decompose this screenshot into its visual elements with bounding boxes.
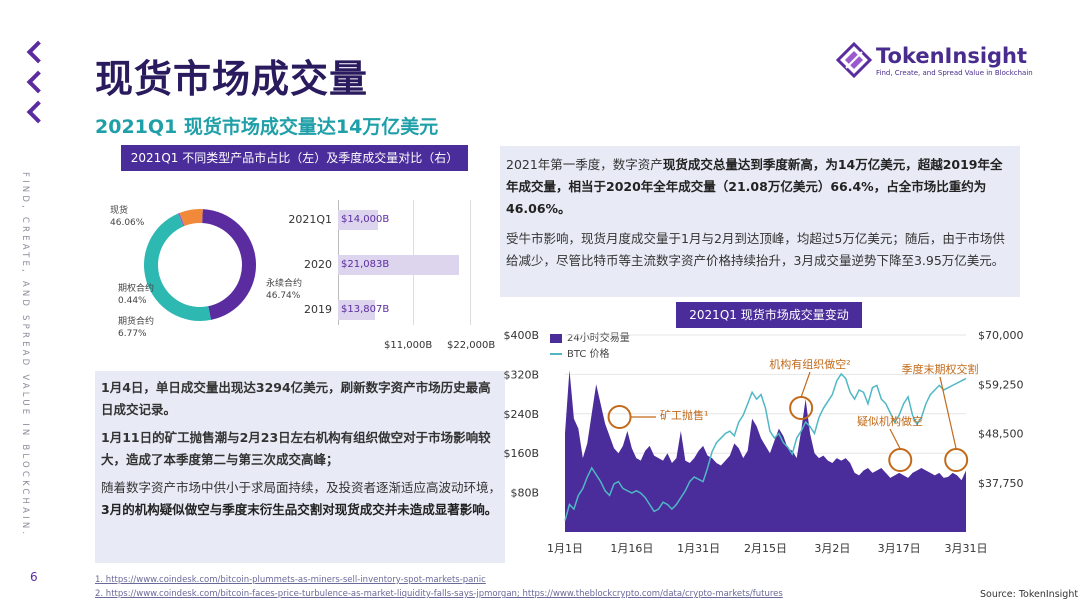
footnote-link-2[interactable]: 2. https://www.coindesk.com/bitcoin-face… bbox=[95, 589, 783, 599]
market-share-donut-chart bbox=[143, 209, 256, 321]
summary-paragraph-1: 2021年第一季度，数字资产现货成交总量达到季度新高，为14万亿美元，超越201… bbox=[506, 157, 1003, 216]
summary-text-box: 2021年第一季度，数字资产现货成交总量达到季度新高，为14万亿美元，超越201… bbox=[500, 146, 1020, 297]
annotation-circle bbox=[888, 448, 913, 472]
annotation-circle bbox=[607, 405, 632, 429]
legend-btc: BTC 价格 bbox=[550, 345, 610, 360]
bar-axis-tick: $22,000B bbox=[447, 340, 496, 351]
donut-slice bbox=[202, 209, 256, 320]
tokeninsight-logo-icon bbox=[836, 42, 872, 78]
x-tick: 2月15日 bbox=[744, 542, 787, 555]
donut-label-spot: 现货 46.06% bbox=[110, 206, 145, 228]
annotation-label: 季度末期权交割 bbox=[902, 362, 979, 376]
y-right-tick: $59,250 bbox=[978, 378, 1024, 391]
donut-slice bbox=[179, 209, 203, 226]
x-tick: 1月1日 bbox=[547, 542, 583, 555]
volume-area bbox=[565, 369, 966, 532]
x-tick: 3月31日 bbox=[945, 542, 988, 555]
annotation-circle bbox=[944, 448, 969, 472]
events-text-box: 1月4日，单日成交量出现达3294亿美元，刷新数字资产市场历史最高日成交记录。 … bbox=[95, 371, 505, 563]
quarterly-bar-chart: 2021Q1 $14,000B 2020 $21,083B 2019 $13,807B $… bbox=[280, 200, 495, 351]
bar-value-label: $14,000B bbox=[341, 214, 390, 225]
annotation-circle bbox=[789, 396, 814, 420]
quarterly-bar bbox=[338, 300, 376, 320]
logo-name: TokenInsight bbox=[876, 44, 1028, 68]
donut-slice bbox=[178, 212, 185, 227]
legend-swatch-volume bbox=[550, 333, 562, 343]
annotation-label: 机构有组织做空² bbox=[769, 357, 850, 371]
page-number: 6 bbox=[30, 570, 38, 584]
bar-axis-tick: $11,000B bbox=[384, 340, 433, 351]
annotation-label: 疑似机构做空 bbox=[857, 414, 923, 428]
y-right-tick: $37,750 bbox=[978, 477, 1024, 490]
logo-tagline: Find, Create, and Spread Value in Blockc… bbox=[876, 69, 1033, 77]
bar-category-label: 2021Q1 bbox=[288, 213, 332, 226]
source-label: Source: TokenInsight bbox=[980, 589, 1079, 600]
x-tick: 1月31日 bbox=[677, 542, 720, 555]
bar-value-label: $21,083B bbox=[341, 259, 390, 270]
quarterly-bar bbox=[338, 210, 378, 230]
y-left-tick: $400B bbox=[503, 329, 539, 342]
donut-label-options: 期权合约 0.44% bbox=[118, 284, 155, 306]
annotation-connector bbox=[889, 428, 901, 450]
donut-label-perpetual: 永续合约 46.74% bbox=[266, 279, 303, 301]
volume-btc-chart: $400B $320B $240B $160B $80B $70,000 $59,250 $4… bbox=[503, 329, 1024, 555]
vertical-tagline: FIND, CREATE, AND SPREAD VALUE IN BLOCKC… bbox=[20, 172, 30, 538]
y-right-tick: $48,500 bbox=[978, 428, 1024, 441]
footnote-link-1[interactable]: 1. https://www.coindesk.com/bitcoin-plum… bbox=[95, 575, 486, 585]
btc-price-line bbox=[564, 372, 967, 521]
page-subtitle: 2021Q1 现货市场成交量达14万亿美元 bbox=[95, 116, 439, 138]
chevron-icon bbox=[26, 70, 50, 94]
annotation-label: 矿工抛售¹ bbox=[660, 408, 708, 422]
legend-volume: 24小时交易量 bbox=[550, 329, 630, 344]
bar-category-label: 2020 bbox=[304, 258, 332, 271]
quarterly-bar bbox=[338, 255, 460, 275]
y-right-tick: $70,000 bbox=[978, 329, 1024, 342]
market-share-panel-header: 2021Q1 不同类型产品市占比（左）及季度成交量对比（右） bbox=[121, 145, 468, 171]
bar-category-label: 2019 bbox=[304, 303, 332, 316]
page-title: 现货市场成交量 bbox=[95, 57, 369, 101]
y-left-tick: $240B bbox=[503, 408, 539, 421]
annotation-connector bbox=[939, 376, 957, 450]
donut-slice bbox=[143, 213, 212, 321]
donut-label-futures: 期货合约 6.77% bbox=[118, 317, 155, 339]
events-paragraph-3: 随着数字资产市场中供小于求局面持续，及投资者逐渐适应高波动环境，3月的机构疑似做… bbox=[101, 480, 502, 517]
summary-paragraph-2: 受牛市影响，现货月度成交量于1月与2月到达顶峰，均超过5万亿美元；随后，由于市场… bbox=[506, 231, 1005, 268]
chevron-icon bbox=[26, 40, 50, 64]
y-left-tick: $80B bbox=[510, 487, 539, 500]
events-paragraph-1: 1月4日，单日成交量出现达3294亿美元，刷新数字资产市场历史最高日成交记录。 bbox=[101, 380, 491, 417]
x-tick: 3月2日 bbox=[814, 542, 850, 555]
bar-value-label: $13,807B bbox=[341, 304, 390, 315]
volume-chart-header: 2021Q1 现货市场成交量变动 bbox=[676, 302, 862, 328]
annotation-connector bbox=[800, 371, 811, 398]
legend-swatch-btc bbox=[550, 353, 562, 355]
chevron-icon bbox=[26, 100, 50, 124]
events-paragraph-2: 1月11日的矿工抛售潮与2月23日左右机构有组织做空对于市场影响较大，造成了本季… bbox=[101, 430, 491, 467]
y-left-tick: $160B bbox=[503, 447, 539, 460]
x-tick: 3月17日 bbox=[878, 542, 921, 555]
y-left-tick: $320B bbox=[503, 368, 539, 381]
x-tick: 1月16日 bbox=[610, 542, 653, 555]
